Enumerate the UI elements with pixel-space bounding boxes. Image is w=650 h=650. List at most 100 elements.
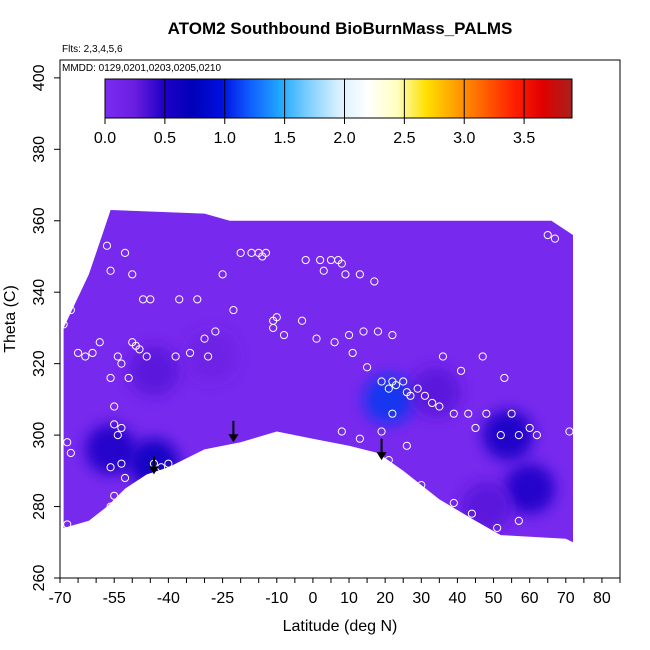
colorbar-tick-label: 3.0 <box>453 130 475 147</box>
y-tick-label: 400 <box>31 64 48 91</box>
sample-marker <box>193 295 202 304</box>
x-tick-label: 80 <box>593 590 611 607</box>
x-tick-label: 10 <box>340 590 358 607</box>
sample-marker <box>359 327 368 336</box>
sample-marker <box>81 352 90 361</box>
colorbar-tick-label: 2.5 <box>393 130 415 147</box>
chart-title: ATOM2 Southbound BioBurnMass_PALMS <box>168 19 513 38</box>
y-tick-label: 320 <box>31 350 48 377</box>
y-tick-label: 260 <box>31 565 48 592</box>
sample-marker <box>399 377 408 386</box>
x-axis: -70 -55 -40 -25 -10 0 10 20 30 40 50 60 70 80 <box>48 577 621 607</box>
sample-marker <box>514 431 523 440</box>
x-tick-label: 50 <box>485 590 503 607</box>
data-field <box>63 210 573 543</box>
sample-marker <box>464 409 473 418</box>
y-tick-label: 380 <box>31 136 48 163</box>
sample-marker <box>355 270 364 279</box>
sample-marker <box>110 402 119 411</box>
sample-marker <box>117 459 126 468</box>
sample-marker <box>337 259 346 268</box>
field-blob <box>461 481 512 532</box>
sample-marker <box>113 431 122 440</box>
sample-marker <box>120 473 130 483</box>
sample-marker <box>200 334 209 343</box>
sample-marker <box>142 352 151 361</box>
sample-marker <box>164 459 173 468</box>
colorbar-tick-label: 1.5 <box>273 130 295 147</box>
field-blob <box>504 463 555 514</box>
sample-marker <box>478 352 487 361</box>
x-tick-label: -40 <box>157 590 180 607</box>
colorbar-tick-label: 2.0 <box>333 130 355 147</box>
sample-marker <box>402 441 411 450</box>
sample-marker <box>261 248 271 258</box>
sample-marker <box>532 431 542 440</box>
arrow-head <box>148 466 159 475</box>
sample-marker <box>204 352 213 361</box>
sample-marker <box>106 463 115 472</box>
sample-marker <box>319 266 328 275</box>
sample-marker <box>312 334 321 343</box>
y-axis-label: Theta (C) <box>2 285 19 353</box>
sample-marker <box>456 366 466 375</box>
sample-marker <box>391 380 401 390</box>
sample-marker <box>117 359 126 368</box>
field-blob <box>410 367 462 418</box>
sample-marker <box>316 255 325 265</box>
sample-marker <box>211 327 220 336</box>
sample-marker <box>63 520 72 529</box>
sample-marker <box>413 384 422 393</box>
x-tick-label: 60 <box>521 590 539 607</box>
sample-marker <box>449 498 458 508</box>
sample-marker <box>229 305 238 315</box>
sample-marker <box>330 338 339 347</box>
x-axis-label: Latitude (deg N) <box>283 618 398 635</box>
sample-marker <box>341 270 350 279</box>
sample-marker <box>88 348 97 358</box>
sample-marker <box>128 270 137 279</box>
sample-marker <box>348 348 357 358</box>
field-background <box>63 210 573 543</box>
x-tick-label: -10 <box>265 590 288 607</box>
sample-marker <box>449 409 458 418</box>
sample-marker <box>113 352 122 361</box>
sample-marker <box>377 377 386 386</box>
sample-marker <box>471 423 480 433</box>
sample-marker <box>355 434 364 443</box>
sample-marker <box>428 398 437 408</box>
colorbar-bar <box>104 78 573 119</box>
sample-marker <box>500 373 509 383</box>
colorbar-tick-label: 0.0 <box>94 130 116 147</box>
colorbar: 0.0 0.5 1.0 1.5 2.0 2.5 3.0 3.5 <box>94 78 573 147</box>
sample-marker <box>525 423 534 433</box>
sample-marker <box>438 352 448 361</box>
arrow-head <box>376 452 387 461</box>
sample-marker <box>171 352 180 361</box>
y-tick-label: 300 <box>31 422 48 449</box>
sample-marker <box>297 316 307 325</box>
sample-marker <box>482 409 491 418</box>
sample-marker <box>66 448 75 458</box>
sample-marker <box>102 241 112 250</box>
sample-marker <box>218 270 227 279</box>
sample-marker <box>337 427 346 436</box>
y-tick-label: 280 <box>31 493 48 520</box>
sample-marker <box>406 391 415 400</box>
y-tick-label: 360 <box>31 207 48 234</box>
sample-marker <box>493 523 502 533</box>
sample-marker <box>236 248 245 258</box>
flights-label: Flts: 2,3,4,5,6 <box>62 44 123 55</box>
sample-marker <box>124 373 133 383</box>
sample-marker <box>66 305 75 315</box>
sample-marker <box>106 502 115 511</box>
x-tick-label: -55 <box>103 590 126 607</box>
arrows <box>148 420 387 475</box>
x-tick-label: 20 <box>376 590 394 607</box>
colorbar-tick-label: 0.5 <box>154 130 176 147</box>
sample-marker <box>370 277 379 286</box>
sample-marker <box>301 255 310 265</box>
sample-marker <box>63 298 72 308</box>
sample-marker <box>135 345 144 354</box>
field-blob <box>85 424 136 475</box>
